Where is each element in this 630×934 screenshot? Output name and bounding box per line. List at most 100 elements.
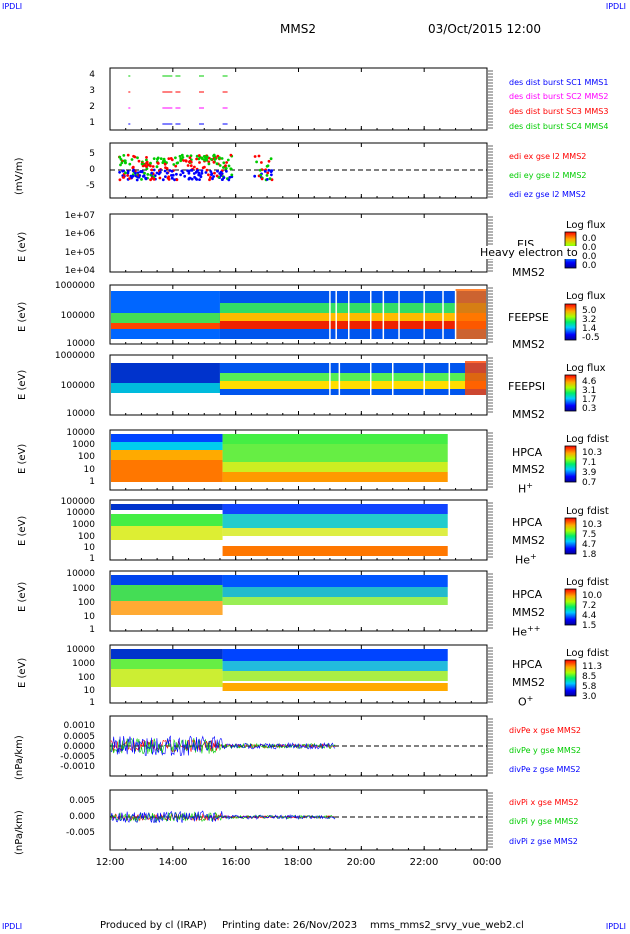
edi-point: [224, 164, 227, 168]
hpca-h-late-band: [222, 462, 448, 472]
edi-point: [140, 178, 143, 181]
hpca-he-species: He+: [515, 552, 537, 567]
hpca-hepp-ytick-4: 1: [89, 625, 95, 635]
edi-point: [131, 166, 135, 170]
burst-ytick-4: 4: [89, 70, 95, 80]
hpca-o-instrument: HPCA: [512, 658, 543, 671]
hpca-he-ytick-0: 100000: [60, 497, 95, 507]
edi-point: [122, 154, 126, 157]
edi-point: [192, 172, 196, 175]
edi-point: [180, 169, 184, 173]
edi-point: [150, 171, 154, 175]
hpca-hepp-early-band: [111, 575, 223, 585]
eis-cb-v3: 0.0: [582, 261, 597, 271]
edi-point: [225, 161, 229, 164]
feepse-colorbar-title: Log flux: [566, 291, 606, 302]
divpi-ytick-0: 0.005: [69, 796, 95, 806]
hpca-hepp-cb-v3: 1.5: [582, 621, 597, 631]
eis-overlay-text: Heavy electron to: [480, 246, 578, 259]
divpe-legend-y: divPe y gse MMS2: [509, 746, 581, 755]
edi-point: [164, 175, 167, 179]
edi-point: [170, 158, 174, 162]
edi-point: [203, 165, 206, 169]
edi-point: [229, 167, 233, 171]
edi-point: [167, 175, 171, 179]
feepse-cb-v2: 1.4: [582, 324, 597, 334]
feepsi-spacecraft: MMS2: [512, 408, 545, 421]
hpca-o-early-band: [111, 649, 223, 659]
hpca-o-colorbar-title: Log fdist: [566, 648, 609, 659]
edi-point: [266, 171, 270, 175]
edi-point: [140, 162, 144, 166]
hpca-h-cb-v3: 0.7: [582, 478, 597, 488]
edi-legend-z: edi ez gse l2 MMS2: [509, 190, 586, 199]
panel-hpca_o: [109, 644, 493, 704]
edi-point: [205, 157, 208, 161]
eis-ytick-1: 1e+06: [64, 229, 95, 239]
eis-colorbar-title: Log flux: [566, 220, 606, 231]
edi-point: [209, 176, 212, 179]
hpca-h-late-band: [222, 444, 448, 462]
edi-point: [255, 160, 258, 164]
divpi-legend-z: divPi z gse MMS2: [509, 837, 578, 846]
spectrogram-hpca-o: [111, 649, 448, 691]
hpca-he-colorbar-title: Log fdist: [566, 506, 609, 517]
eis-cb-v0: 0.0: [582, 234, 597, 244]
hpca-h-cb-v2: 3.9: [582, 468, 597, 478]
edi-point: [131, 174, 135, 178]
edi-point: [137, 159, 141, 163]
edi-point: [205, 168, 209, 172]
corner-label-top-left: IPDLI: [2, 2, 23, 11]
edi-point: [182, 159, 186, 162]
edi-point: [174, 164, 178, 168]
spectrogram-hpca-hepp: [111, 575, 448, 615]
edi-point: [216, 154, 220, 158]
edi-point: [204, 171, 208, 174]
edi-point: [141, 170, 144, 174]
divpi-ytick-1: 0.000: [69, 812, 95, 822]
edi-point: [199, 175, 203, 179]
edi-ytick-5: 5: [89, 149, 95, 159]
edi-point: [150, 168, 154, 172]
eis-ytick-2: 1e+05: [64, 248, 95, 258]
spectrogram-hpca-he: [111, 504, 448, 556]
x-tick-1200: 12:00: [95, 857, 125, 868]
corner-label-bottom-left: IPDLI: [2, 922, 23, 931]
edi-point: [265, 164, 269, 168]
edi-point: [269, 170, 273, 174]
edi-point: [172, 163, 176, 166]
frame-eis: [109, 213, 488, 273]
edi-point: [267, 159, 271, 163]
edi-point: [150, 176, 154, 180]
edi-point: [120, 161, 124, 165]
hpca-o-cb-v3: 3.0: [582, 692, 597, 702]
x-tick-1400: 14:00: [158, 857, 188, 868]
hpca-he-colorbar: [564, 517, 577, 555]
edi-point: [141, 175, 145, 178]
edi-point: [145, 160, 149, 164]
divpi-legend-y: divPi y gse MMS2: [509, 817, 579, 826]
edi-point: [230, 173, 234, 177]
edi-point: [219, 170, 223, 174]
edi-point: [126, 174, 129, 177]
edi-point: [188, 176, 191, 180]
hpca-h-instrument: HPCA: [512, 446, 543, 459]
edi-point: [161, 178, 165, 182]
edi-point: [228, 176, 232, 179]
hpca-he-cb-v1: 7.5: [582, 530, 597, 540]
edi-point: [211, 177, 214, 181]
hpca-hepp-cb-v0: 10.0: [582, 591, 603, 601]
edi-point: [130, 158, 134, 161]
hpca-hepp-late-band: [222, 575, 448, 587]
edi-point: [209, 170, 213, 173]
edi-point: [123, 159, 126, 163]
x-tick-2200: 22:00: [409, 857, 439, 868]
edi-point: [149, 161, 152, 165]
edi-point: [210, 158, 213, 161]
edi-point: [145, 158, 148, 162]
hpca-he-ytick-3: 100: [77, 532, 95, 542]
hpca-h-ytick-3: 10: [83, 465, 95, 475]
edi-point: [171, 173, 175, 177]
hpca-he-early-band: [111, 514, 223, 526]
feepsi-colorbar: [564, 374, 577, 412]
